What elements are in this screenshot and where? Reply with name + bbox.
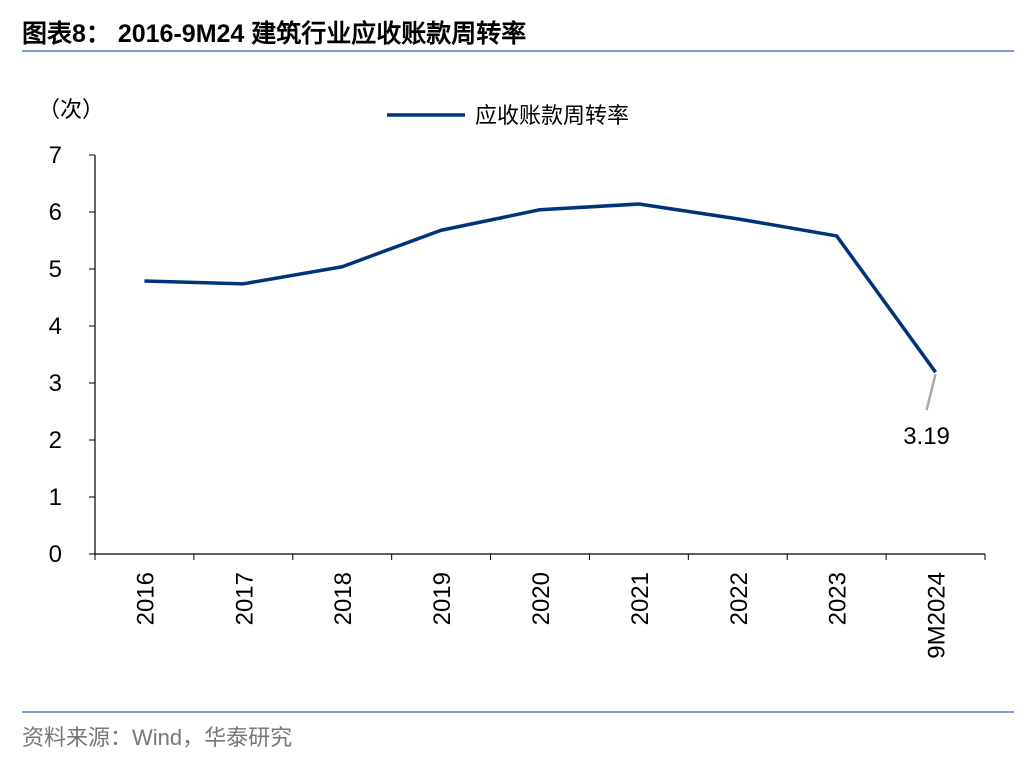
source-note: 资料来源：Wind，华泰研究: [22, 725, 293, 750]
x-tick-label: 2023: [825, 572, 852, 625]
y-tick-label: 1: [49, 484, 62, 511]
data-label: 3.19: [903, 423, 950, 450]
line-chart: 0 1 2 3 4 5 6 7 2016 2017 2018 2019 2020 2021 2022 2023…: [38, 97, 986, 659]
x-tick-label: 2018: [330, 572, 357, 625]
series-line: [144, 202, 937, 374]
y-tick-label: 5: [49, 256, 62, 283]
x-tick-label: 2021: [627, 572, 654, 625]
y-tick-label: 7: [49, 142, 62, 169]
y-tick-label: 6: [49, 199, 62, 226]
title-rule: [22, 50, 1014, 52]
data-label-leader: [925, 373, 937, 411]
x-tick-label: 9M2024: [924, 572, 951, 659]
x-tick-label: 2020: [528, 572, 555, 625]
y-axis-unit: （次）: [38, 97, 104, 122]
x-tick-label: 2017: [231, 572, 258, 625]
y-tick-label: 4: [49, 313, 62, 340]
source-rule: [22, 711, 1014, 713]
y-tick-label: 2: [49, 427, 62, 454]
figure-title: 图表8： 2016-9M24 建筑行业应收账款周转率: [22, 20, 527, 48]
legend-label: 应收账款周转率: [475, 103, 629, 128]
x-tick-label: 2019: [429, 572, 456, 625]
x-tick-label: 2022: [726, 572, 753, 625]
y-tick-label: 0: [49, 541, 62, 568]
y-tick-label: 3: [49, 370, 62, 397]
x-tick-label: 2016: [132, 572, 159, 625]
